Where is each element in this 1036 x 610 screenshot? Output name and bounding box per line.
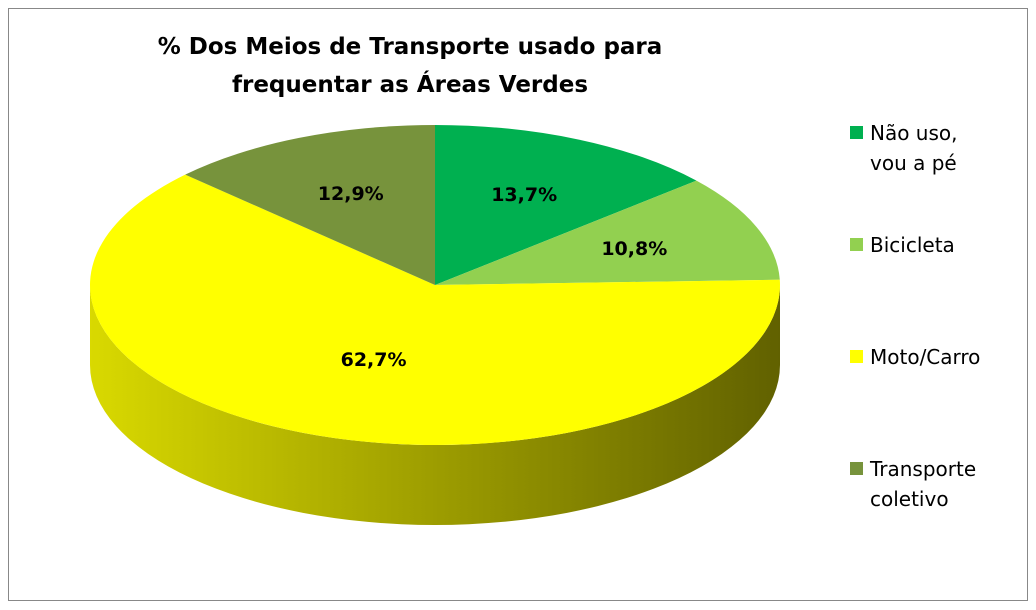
legend-swatch (850, 126, 863, 139)
legend-item: Transporte coletivo (850, 454, 1010, 566)
pie-slice (89, 174, 780, 446)
pie-slice (185, 125, 435, 285)
legend-swatch (850, 350, 863, 363)
pie: 13,7% 10,8% 62,7% 12,9% (89, 125, 780, 525)
pie-side (90, 285, 780, 525)
chart-title: % Dos Meios de Transporte usado para fre… (157, 34, 663, 98)
pie-slice (435, 125, 697, 285)
legend-item: Moto/Carro (850, 342, 1010, 454)
legend-label: Transporte coletivo (870, 457, 977, 511)
legend-label: Bicicleta (870, 233, 955, 257)
pie-slice (435, 180, 780, 285)
data-label: 12,9% (318, 183, 384, 205)
legend-label: Moto/Carro (870, 345, 981, 369)
legend-item: Não uso, vou a pé (850, 118, 1010, 230)
legend-swatch (850, 462, 863, 475)
data-label: 10,8% (601, 238, 667, 260)
data-label: 62,7% (341, 349, 407, 371)
legend: Não uso, vou a pé Bicicleta Moto/Carro Tran… (850, 118, 1010, 566)
data-label: 13,7% (491, 184, 557, 206)
legend-swatch (850, 238, 863, 251)
legend-item: Bicicleta (850, 230, 1010, 342)
legend-label: Não uso, vou a pé (870, 121, 958, 175)
